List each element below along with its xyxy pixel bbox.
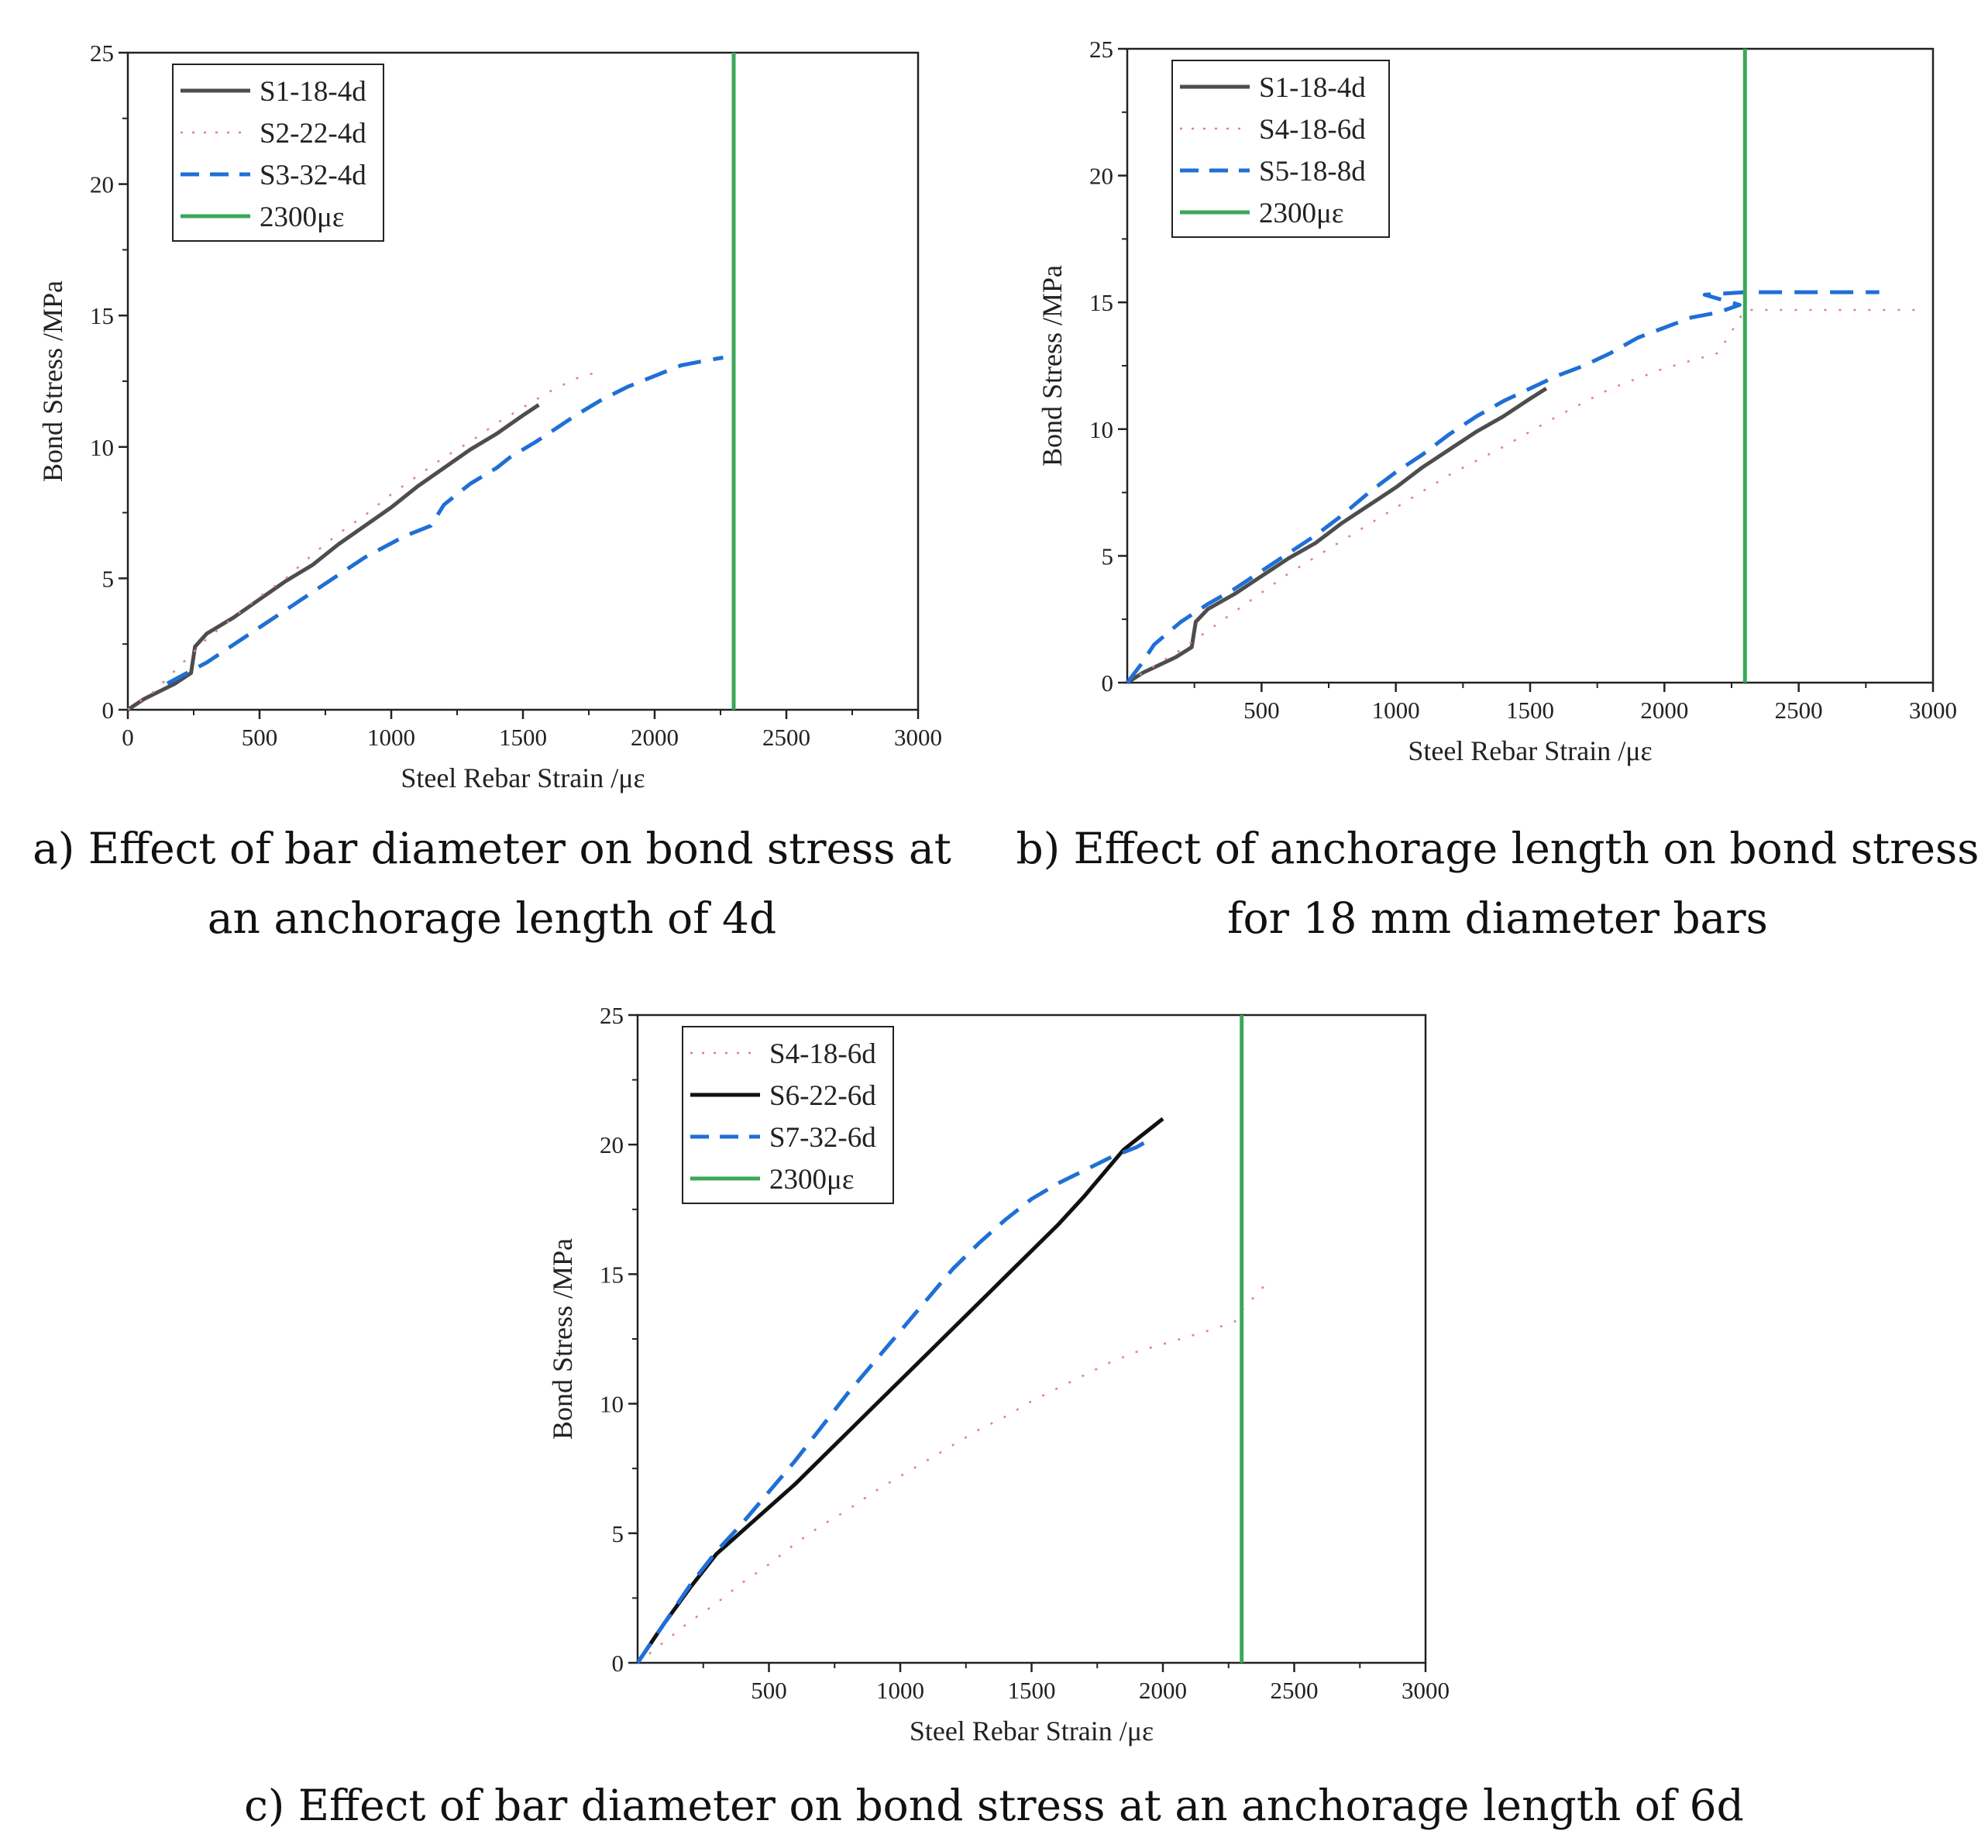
x-tick-label: 500	[751, 1677, 787, 1704]
legend-label: S4-18-6d	[1259, 114, 1366, 146]
legend-label: S1-18-4d	[260, 76, 366, 108]
x-tick-label: 0	[122, 724, 134, 751]
y-tick-label: 0	[1102, 669, 1114, 697]
x-tick-label: 1000	[1372, 697, 1420, 724]
x-axis-title: Steel Rebar Strain /με	[910, 1716, 1154, 1746]
y-axis-title: Bond Stress /MPa	[1037, 265, 1068, 466]
y-axis-title: Bond Stress /MPa	[37, 280, 68, 482]
y-tick-label: 10	[1089, 416, 1113, 443]
legend-label: S7-32-6d	[769, 1122, 876, 1154]
legend-label: S5-18-8d	[1259, 156, 1366, 188]
x-tick-label: 500	[242, 724, 278, 751]
legend-label: 2300με	[260, 201, 344, 233]
y-tick-label: 15	[90, 302, 114, 329]
series-line-s3-32-4d	[166, 356, 724, 686]
series-line-s4-18-6d	[1126, 308, 1920, 684]
x-axis-title: Steel Rebar Strain /με	[401, 762, 645, 793]
y-tick-label: 25	[1089, 36, 1113, 63]
legend-label: S6-22-6d	[769, 1080, 876, 1112]
legend-label: S2-22-4d	[260, 118, 366, 150]
y-tick-label: 25	[90, 40, 114, 67]
x-tick-label: 2000	[1640, 697, 1688, 724]
series-line-s5-18-8d	[1126, 290, 1880, 684]
y-tick-label: 5	[1102, 542, 1114, 570]
caption-b-line2: for 18 mm diameter bars	[1227, 893, 1768, 943]
x-tick-label: 1500	[499, 724, 547, 751]
series-line-s1-18-4d	[126, 403, 540, 712]
y-tick-label: 0	[102, 697, 115, 724]
caption-a-line2: an anchorage length of 4d	[207, 893, 777, 943]
y-tick-label: 0	[612, 1650, 624, 1677]
x-tick-label: 2500	[762, 724, 810, 751]
x-tick-label: 2000	[631, 724, 679, 751]
series-line-s7-32-6d	[635, 1137, 1151, 1664]
legend-box	[1171, 60, 1390, 238]
x-tick-label: 1500	[1506, 697, 1554, 724]
caption-c: c) Effect of bar diameter on bond stress…	[0, 1771, 1988, 1840]
y-tick-label: 20	[90, 171, 114, 198]
caption-a-line1: a) Effect of bar diameter on bond stress…	[33, 824, 951, 873]
legend-box	[172, 64, 384, 242]
y-tick-label: 10	[90, 434, 114, 461]
caption-b-line1: b) Effect of anchorage length on bond st…	[1016, 824, 1979, 873]
x-tick-label: 3000	[1402, 1677, 1450, 1704]
chart-panel-a: 0 500 1000 1500 2000 2500 3000 0 5 10 15 20 25 Steel …	[37, 40, 942, 793]
series-line-s6-22-6d	[635, 1117, 1164, 1664]
y-tick-label: 25	[600, 1002, 624, 1029]
x-tick-label: 3000	[1909, 697, 1957, 724]
legend-label: S1-18-4d	[1259, 72, 1366, 104]
legend-label: S3-32-4d	[260, 160, 366, 191]
x-tick-label: 500	[1243, 697, 1280, 724]
series-line-s2-22-4d	[127, 370, 603, 711]
y-tick-label: 5	[102, 565, 115, 592]
x-tick-label: 2500	[1271, 1677, 1319, 1704]
y-tick-label: 20	[600, 1131, 624, 1158]
series-line-s1-18-4d	[1126, 387, 1548, 685]
y-tick-label: 20	[1089, 163, 1113, 190]
caption-a: a) Effect of bar diameter on bond stress…	[0, 814, 984, 953]
caption-b: b) Effect of anchorage length on bond st…	[1007, 814, 1988, 953]
y-tick-label: 5	[612, 1520, 624, 1547]
x-tick-label: 1000	[367, 724, 415, 751]
legend-label: S4-18-6d	[769, 1038, 876, 1070]
legend-label: 2300με	[769, 1164, 854, 1196]
y-axis-title: Bond Stress /MPa	[547, 1238, 578, 1440]
caption-c-line1: c) Effect of bar diameter on bond stress…	[244, 1781, 1744, 1830]
series-line-s4-18-6d	[637, 1281, 1269, 1664]
y-tick-label: 15	[600, 1261, 624, 1288]
x-tick-label: 1000	[876, 1677, 924, 1704]
chart-panel-b: 500 1000 1500 2000 2500 3000 0 5 10 15 20 25 Steel R…	[1037, 36, 1957, 766]
x-tick-label: 2500	[1775, 697, 1823, 724]
chart-panel-c: 500 1000 1500 2000 2500 3000 0 5 10 15 20 25 Steel R…	[547, 1002, 1450, 1746]
y-tick-label: 15	[1089, 289, 1113, 316]
x-tick-label: 3000	[894, 724, 942, 751]
legend-label: 2300με	[1259, 198, 1343, 229]
legend-box	[682, 1026, 894, 1204]
x-axis-title: Steel Rebar Strain /με	[1408, 735, 1652, 766]
y-tick-label: 10	[600, 1391, 624, 1418]
x-tick-label: 2000	[1139, 1677, 1187, 1704]
x-tick-label: 1500	[1008, 1677, 1056, 1704]
